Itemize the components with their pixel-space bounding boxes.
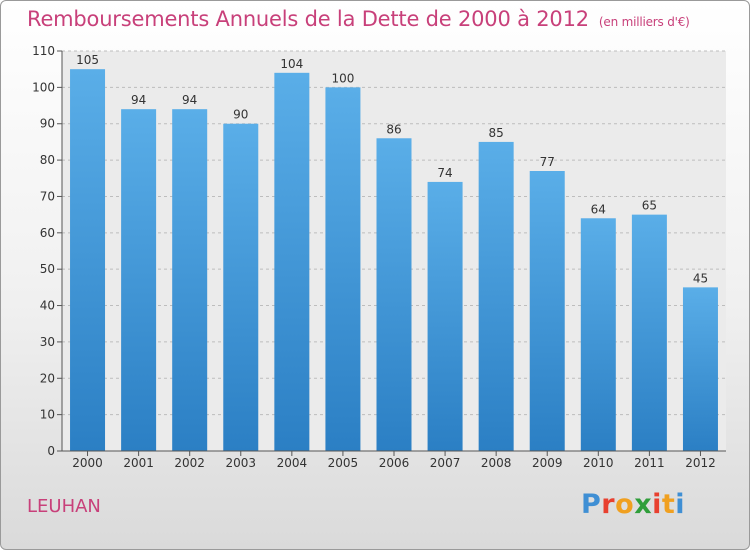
x-tick-label: 2004 <box>277 456 308 470</box>
x-tick-label: 2002 <box>174 456 205 470</box>
x-tick-label: 2005 <box>328 456 359 470</box>
bar <box>580 218 616 451</box>
bar <box>376 138 412 452</box>
bars: 105 94 94 90 104 100 86 74 85 77 64 65 45 <box>70 53 718 452</box>
bar-value-label: 74 <box>437 166 452 180</box>
y-tick-label: 40 <box>40 299 55 313</box>
bar-value-label: 45 <box>693 271 708 285</box>
bar <box>70 69 106 451</box>
y-tick-label: 30 <box>40 335 55 349</box>
bar <box>631 214 667 451</box>
bar-value-label: 64 <box>591 202 606 216</box>
logo-letter: P <box>581 489 602 520</box>
x-tick-label: 2010 <box>583 456 614 470</box>
bar-value-label: 85 <box>489 126 504 140</box>
bar-value-label: 65 <box>642 199 657 213</box>
x-tick-label: 2001 <box>123 456 154 470</box>
x-tick-label: 2012 <box>685 456 716 470</box>
logo-letter: o <box>615 489 635 520</box>
bar <box>325 87 361 451</box>
logo-letter: t <box>661 489 676 520</box>
bar <box>121 109 157 451</box>
location-label: LEUHAN <box>27 496 101 517</box>
title-text: Remboursements Annuels de la Dette de 20… <box>27 7 589 31</box>
bar-value-label: 90 <box>233 108 248 122</box>
bar <box>427 181 463 451</box>
y-tick-label: 60 <box>40 226 55 240</box>
bar <box>529 171 565 451</box>
bar <box>172 109 208 451</box>
bar-value-label: 100 <box>331 71 354 85</box>
y-tick-label: 70 <box>40 189 55 203</box>
logo-letter: i <box>652 489 662 520</box>
x-tick-label: 2009 <box>532 456 563 470</box>
proxiti-logo: Proxiti <box>581 489 685 520</box>
bar <box>274 72 310 452</box>
unit-label: (en milliers d'€) <box>598 15 690 29</box>
bar <box>478 141 514 451</box>
x-tick-label: 2003 <box>225 456 256 470</box>
x-tick-label: 2000 <box>72 456 103 470</box>
x-tick-label: 2006 <box>379 456 410 470</box>
bar <box>682 287 718 451</box>
bar-value-label: 86 <box>386 122 401 136</box>
chart-title: Remboursements Annuels de la Dette de 20… <box>27 7 690 31</box>
bar-value-label: 77 <box>540 155 555 169</box>
y-tick-label: 0 <box>47 444 55 458</box>
bar-value-label: 94 <box>131 93 146 107</box>
x-tick-label: 2008 <box>481 456 512 470</box>
y-tick-label: 110 <box>32 44 55 58</box>
bar <box>223 123 259 452</box>
x-tick-label: 2011 <box>634 456 665 470</box>
y-tick-label: 10 <box>40 408 55 422</box>
logo-letter: r <box>601 489 616 520</box>
bar-value-label: 105 <box>76 53 99 67</box>
logo-letter: x <box>634 489 653 520</box>
y-tick-label: 90 <box>40 117 55 131</box>
y-tick-label: 20 <box>40 371 55 385</box>
y-tick-label: 50 <box>40 262 55 276</box>
x-tick-label: 2007 <box>430 456 461 470</box>
bar-value-label: 94 <box>182 93 197 107</box>
y-tick-label: 80 <box>40 153 55 167</box>
logo-letter: i <box>675 489 686 520</box>
y-tick-label: 100 <box>32 80 55 94</box>
axes: 0 10 20 30 40 50 60 70 80 90 100 110 2000 2001 2002 200… <box>32 44 726 470</box>
bar-value-label: 104 <box>280 57 303 71</box>
